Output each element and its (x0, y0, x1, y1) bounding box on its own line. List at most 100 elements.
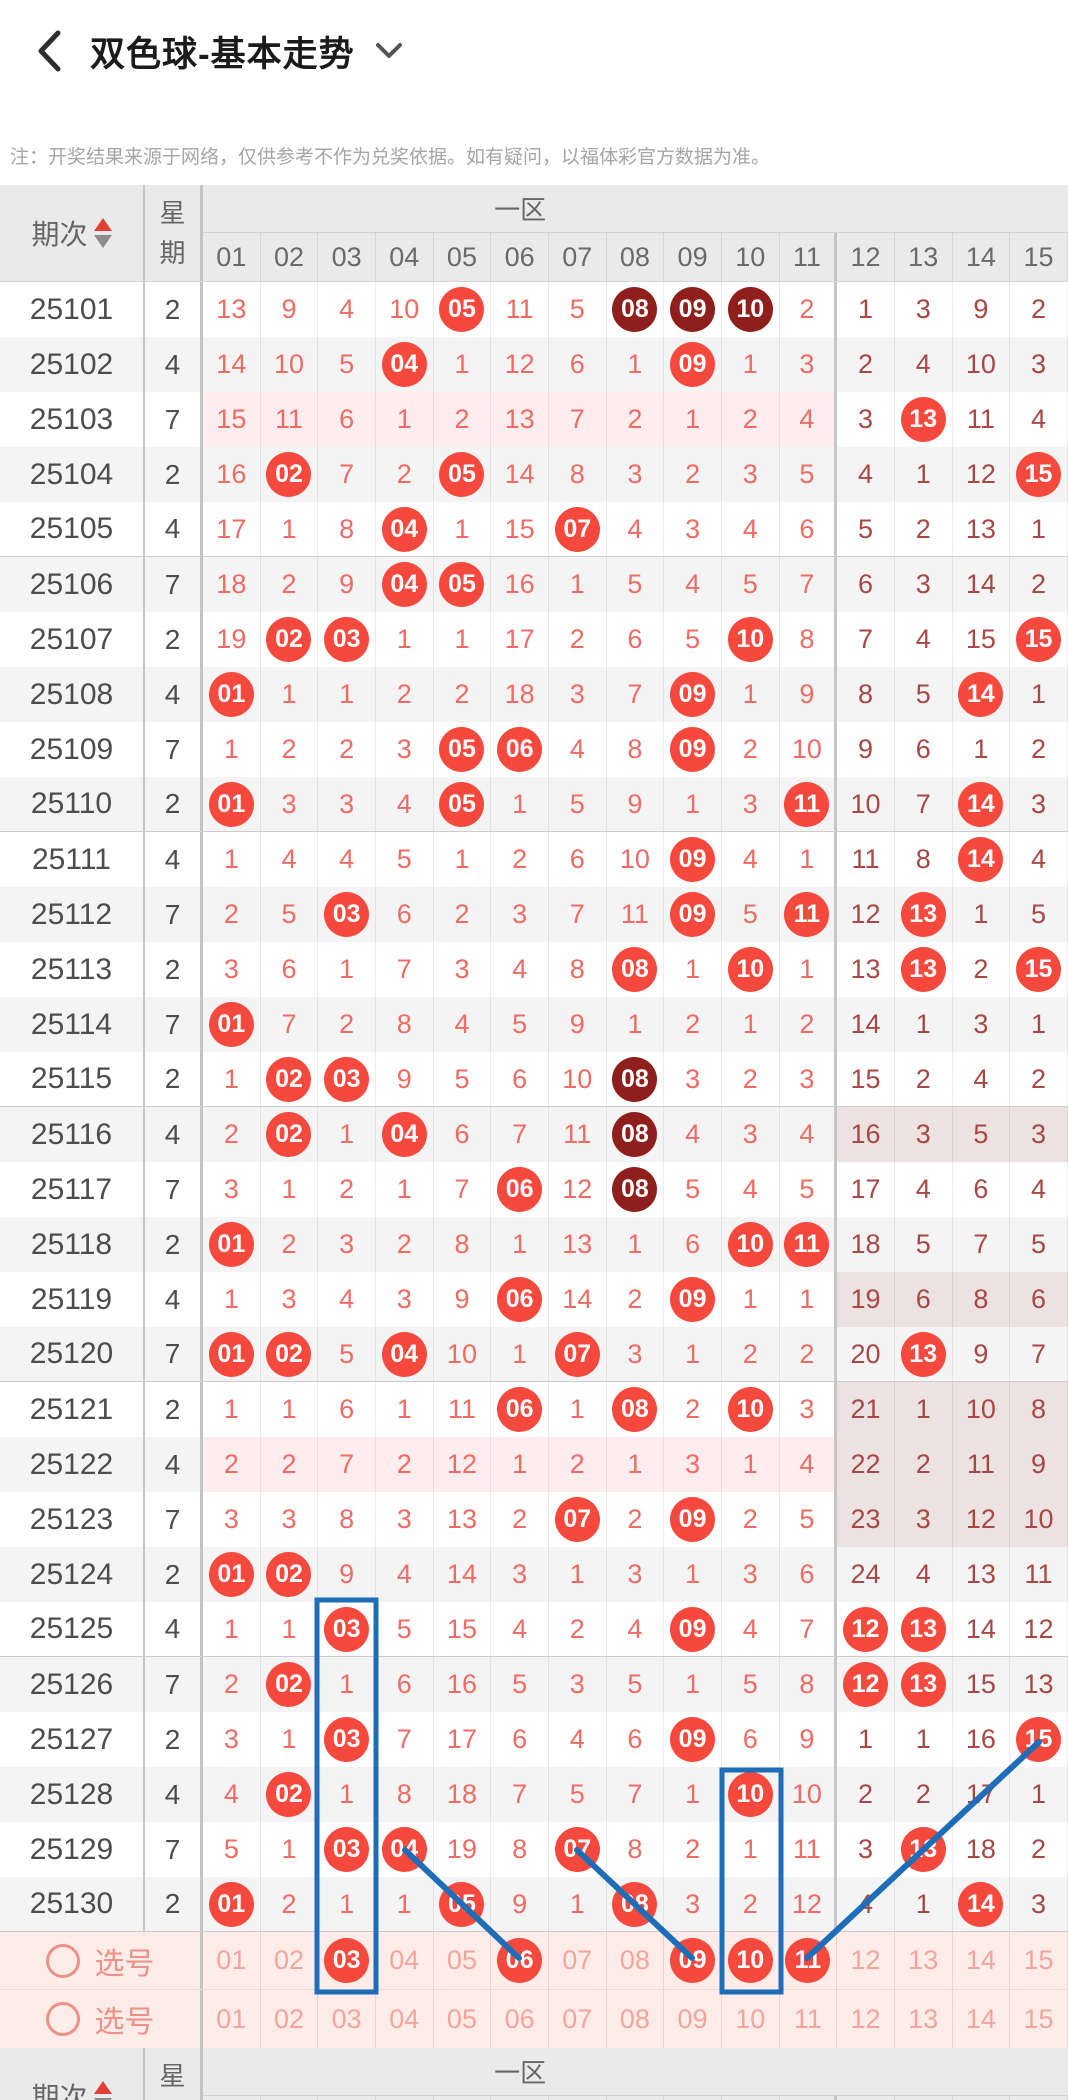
pick-number: 13 (908, 1945, 939, 1975)
number-cell: 3 (261, 777, 319, 831)
number-cell: 15 (203, 392, 261, 447)
number-cell: 5 (434, 1052, 492, 1106)
pick-radio-icon[interactable] (45, 2002, 80, 2036)
number-cell: 1 (376, 612, 434, 667)
miss-count: 11 (505, 294, 534, 324)
back-button[interactable] (34, 29, 64, 73)
miss-count: 8 (973, 1284, 989, 1314)
period-sort-header[interactable]: 期次 (0, 185, 145, 281)
repeat-ball: 08 (612, 287, 658, 332)
pick-number-cell[interactable]: 08 (607, 1990, 665, 2048)
drawn-ball: 05 (439, 452, 485, 497)
number-cell: 3 (1010, 1877, 1068, 1931)
pick-row: 选号 01 02 03 04 05 06 07 08 09 10 11 12 13 14 15 (0, 1990, 1068, 2048)
pick-number-cell[interactable]: 02 (261, 1990, 319, 2048)
miss-count: 23 (850, 1504, 881, 1534)
number-cell: 3 (722, 447, 780, 502)
period-sort-header[interactable]: 期次 (0, 2048, 145, 2100)
pick-number-cell[interactable]: 04 (376, 1990, 434, 2048)
number-cell: 1 (376, 1877, 434, 1931)
pick-number-cell[interactable]: 07 (549, 1990, 607, 2048)
pick-row-label-cell[interactable]: 选号 (0, 1932, 203, 1989)
number-cell: 4 (722, 832, 780, 887)
pick-number-cell[interactable]: 12 (837, 1932, 895, 1989)
repeat-ball: 08 (612, 1056, 658, 1102)
pick-number-cell[interactable]: 11 (780, 1990, 838, 2048)
number-cell: 4 (664, 557, 722, 612)
pick-number-cell[interactable]: 11 (780, 1932, 838, 1989)
miss-count: 1 (396, 624, 412, 654)
number-cell: 16 (953, 1712, 1011, 1767)
pick-number-cell[interactable]: 05 (434, 1990, 492, 2048)
pick-number-cell[interactable]: 09 (664, 1990, 722, 2048)
pick-number-cell[interactable]: 13 (895, 1932, 953, 1989)
miss-count: 6 (915, 1284, 931, 1314)
number-cell: 5 (607, 557, 665, 612)
pick-number: 10 (735, 2003, 766, 2034)
number-cell: 2 (261, 1217, 319, 1272)
pick-number-cell[interactable]: 10 (722, 1990, 780, 2048)
number-cell: 1 (1010, 667, 1068, 722)
number-cell: 5 (895, 1217, 953, 1272)
drawn-ball: 15 (1016, 947, 1062, 992)
pick-row-label-cell[interactable]: 选号 (0, 1990, 203, 2048)
miss-count: 1 (569, 569, 585, 599)
pick-number-cell[interactable]: 15 (1010, 1990, 1068, 2048)
miss-count: 10 (1023, 1504, 1054, 1534)
pick-radio-icon[interactable] (45, 1943, 80, 1978)
miss-count: 8 (627, 1834, 643, 1864)
number-cell: 1 (376, 1162, 434, 1217)
pick-number-cell[interactable]: 02 (261, 1932, 319, 1989)
drawn-ball: 01 (208, 672, 254, 717)
pick-number-cell[interactable]: 08 (607, 1932, 665, 1989)
number-cell: 23 (837, 1492, 895, 1547)
miss-count: 5 (569, 788, 585, 819)
pick-number-cell[interactable]: 06 (491, 1990, 549, 2048)
number-cell: 13 (895, 1657, 953, 1712)
miss-count: 2 (339, 1174, 355, 1204)
pick-number-cell[interactable]: 09 (664, 1932, 722, 1989)
number-cell: 4 (607, 502, 665, 556)
pick-number-cell[interactable]: 13 (895, 1990, 953, 2048)
pick-number-cell[interactable]: 05 (434, 1932, 492, 1989)
pick-number-cell[interactable]: 14 (953, 1932, 1011, 1989)
number-cell: 16 (491, 557, 549, 612)
number-cell: 01 (203, 1877, 261, 1931)
pick-number-cell[interactable]: 07 (549, 1932, 607, 1989)
table-row: 25128 4 4 02 1 8 18 7 5 7 1 10 10 2 2 17 1 (0, 1767, 1068, 1822)
miss-count: 7 (281, 1009, 297, 1039)
game-switch-dropdown[interactable] (375, 42, 403, 60)
pick-number-cell[interactable]: 01 (203, 1990, 261, 2048)
miss-count: 4 (569, 734, 585, 764)
number-cell: 2 (895, 1052, 953, 1106)
table-row: 25101 2 13 9 4 10 05 11 5 08 09 10 2 1 3 9 2 (0, 282, 1068, 337)
number-cell: 05 (434, 1877, 492, 1931)
pick-number: 07 (562, 2003, 593, 2034)
number-cell: 3 (1010, 337, 1068, 392)
column-header: 08 (607, 2096, 665, 2100)
pick-number-cell[interactable]: 03 (318, 1990, 376, 2048)
pick-number-cell[interactable]: 14 (953, 1990, 1011, 2048)
miss-count: 9 (973, 294, 989, 324)
pick-number-cell[interactable]: 12 (837, 1990, 895, 2048)
number-cell: 8 (952, 1272, 1011, 1327)
pick-number-cell[interactable]: 06 (491, 1932, 549, 1989)
pick-number-cell[interactable]: 01 (203, 1932, 261, 1989)
miss-count: 4 (281, 844, 297, 874)
drawn-ball: 11 (784, 1222, 830, 1267)
number-cell: 5 (1010, 1217, 1068, 1272)
miss-count: 16 (850, 1119, 881, 1149)
drawn-ball: 06 (497, 727, 543, 772)
pick-number-cell[interactable]: 03 (318, 1932, 376, 1989)
weekday-cell: 4 (145, 1272, 203, 1327)
miss-count: 1 (281, 1613, 297, 1644)
drawn-ball: 08 (612, 1881, 658, 1927)
pick-number-cell[interactable]: 15 (1010, 1932, 1068, 1989)
miss-count: 4 (396, 788, 412, 819)
pick-number-cell[interactable]: 10 (722, 1932, 780, 1989)
miss-count: 3 (339, 1229, 355, 1259)
number-cell: 04 (376, 502, 434, 556)
miss-count: 13 (562, 1229, 593, 1259)
pick-number-cell[interactable]: 04 (376, 1932, 434, 1989)
